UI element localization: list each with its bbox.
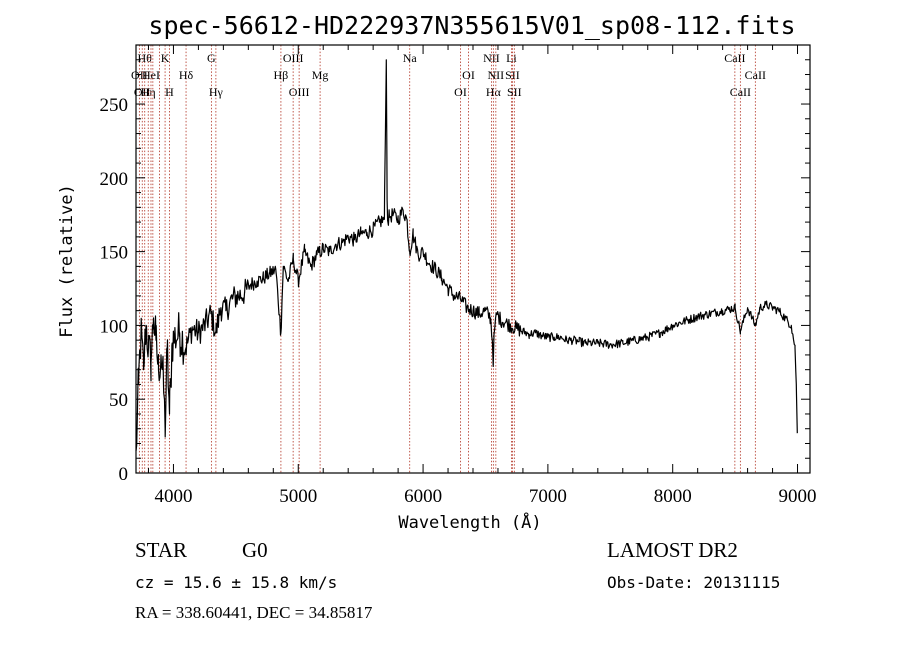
object-subclass: G0 bbox=[242, 538, 268, 562]
plot-frame bbox=[135, 44, 811, 474]
survey-name: LAMOST DR2 bbox=[607, 538, 738, 562]
x-axis-label: Wavelength (Å) bbox=[398, 511, 541, 533]
spectral-line-label: SII bbox=[505, 68, 520, 82]
x-tick-label: 9000 bbox=[779, 486, 817, 507]
spectrum-line bbox=[135, 59, 798, 451]
coordinates: RA = 338.60441, DEC = 34.85817 bbox=[135, 603, 373, 622]
spectral-line-label: CaII bbox=[724, 51, 745, 65]
spectral-line-label: NII bbox=[483, 51, 500, 65]
spectral-line-label: SII bbox=[507, 85, 522, 99]
observation-date: Obs-Date: 20131115 bbox=[607, 573, 781, 592]
x-tick-label: 7000 bbox=[529, 486, 567, 507]
spectral-line-label: OII bbox=[134, 85, 151, 99]
chart-title: spec-56612-HD222937N355615V01_sp08-112.f… bbox=[148, 11, 795, 40]
spectral-line-label: OIII bbox=[289, 85, 310, 99]
y-tick-label: 50 bbox=[109, 390, 128, 411]
spectral-line-label: OI bbox=[462, 68, 475, 82]
spectral-line-label: CaII bbox=[745, 68, 766, 82]
spectral-line-label: OIII bbox=[283, 51, 304, 65]
x-tick-label: 6000 bbox=[404, 486, 442, 507]
y-axis-label: Flux (relative) bbox=[57, 184, 77, 338]
y-tick-label: 200 bbox=[100, 169, 129, 190]
spectral-line-markers: OIIOIIHθHηHeIKHHδGHγHβOIIIOIIIMgNaOIOINI… bbox=[131, 45, 766, 473]
y-tick-label: 0 bbox=[119, 464, 129, 485]
spectral-line-label: Hα bbox=[486, 85, 502, 99]
spectral-line-label: Hβ bbox=[274, 68, 289, 82]
x-tick-label: 8000 bbox=[654, 486, 692, 507]
axis-ticks: 4000 5000 6000 7000 8000 9000 0 50 100 150 200 250 bbox=[100, 45, 817, 507]
spectral-line-label: K bbox=[161, 51, 170, 65]
spectral-line-label: H bbox=[165, 85, 174, 99]
spectral-line-label: CaII bbox=[730, 85, 751, 99]
spectral-line-label: Mg bbox=[312, 68, 329, 82]
spectral-line-label: Hη bbox=[141, 85, 156, 99]
spectral-line-label: G bbox=[207, 51, 216, 65]
spectral-line-label: Hδ bbox=[179, 68, 194, 82]
spectral-line-label: Li bbox=[506, 51, 517, 65]
y-tick-label: 250 bbox=[100, 95, 129, 116]
x-tick-label: 5000 bbox=[279, 486, 317, 507]
spectral-line-label: Hθ bbox=[138, 51, 153, 65]
x-tick-label: 4000 bbox=[154, 486, 192, 507]
redshift-velocity: cz = 15.6 ± 15.8 km/s bbox=[135, 573, 338, 592]
spectral-line-label: NII bbox=[488, 68, 505, 82]
object-class: STAR bbox=[135, 538, 187, 562]
spectral-line-label: HeI bbox=[142, 68, 160, 82]
spectral-line-label: OI bbox=[454, 85, 467, 99]
y-tick-label: 150 bbox=[100, 243, 129, 264]
spectral-line-label: Na bbox=[403, 51, 418, 65]
spectral-line-label: Hγ bbox=[209, 85, 224, 99]
y-tick-label: 100 bbox=[100, 316, 129, 337]
